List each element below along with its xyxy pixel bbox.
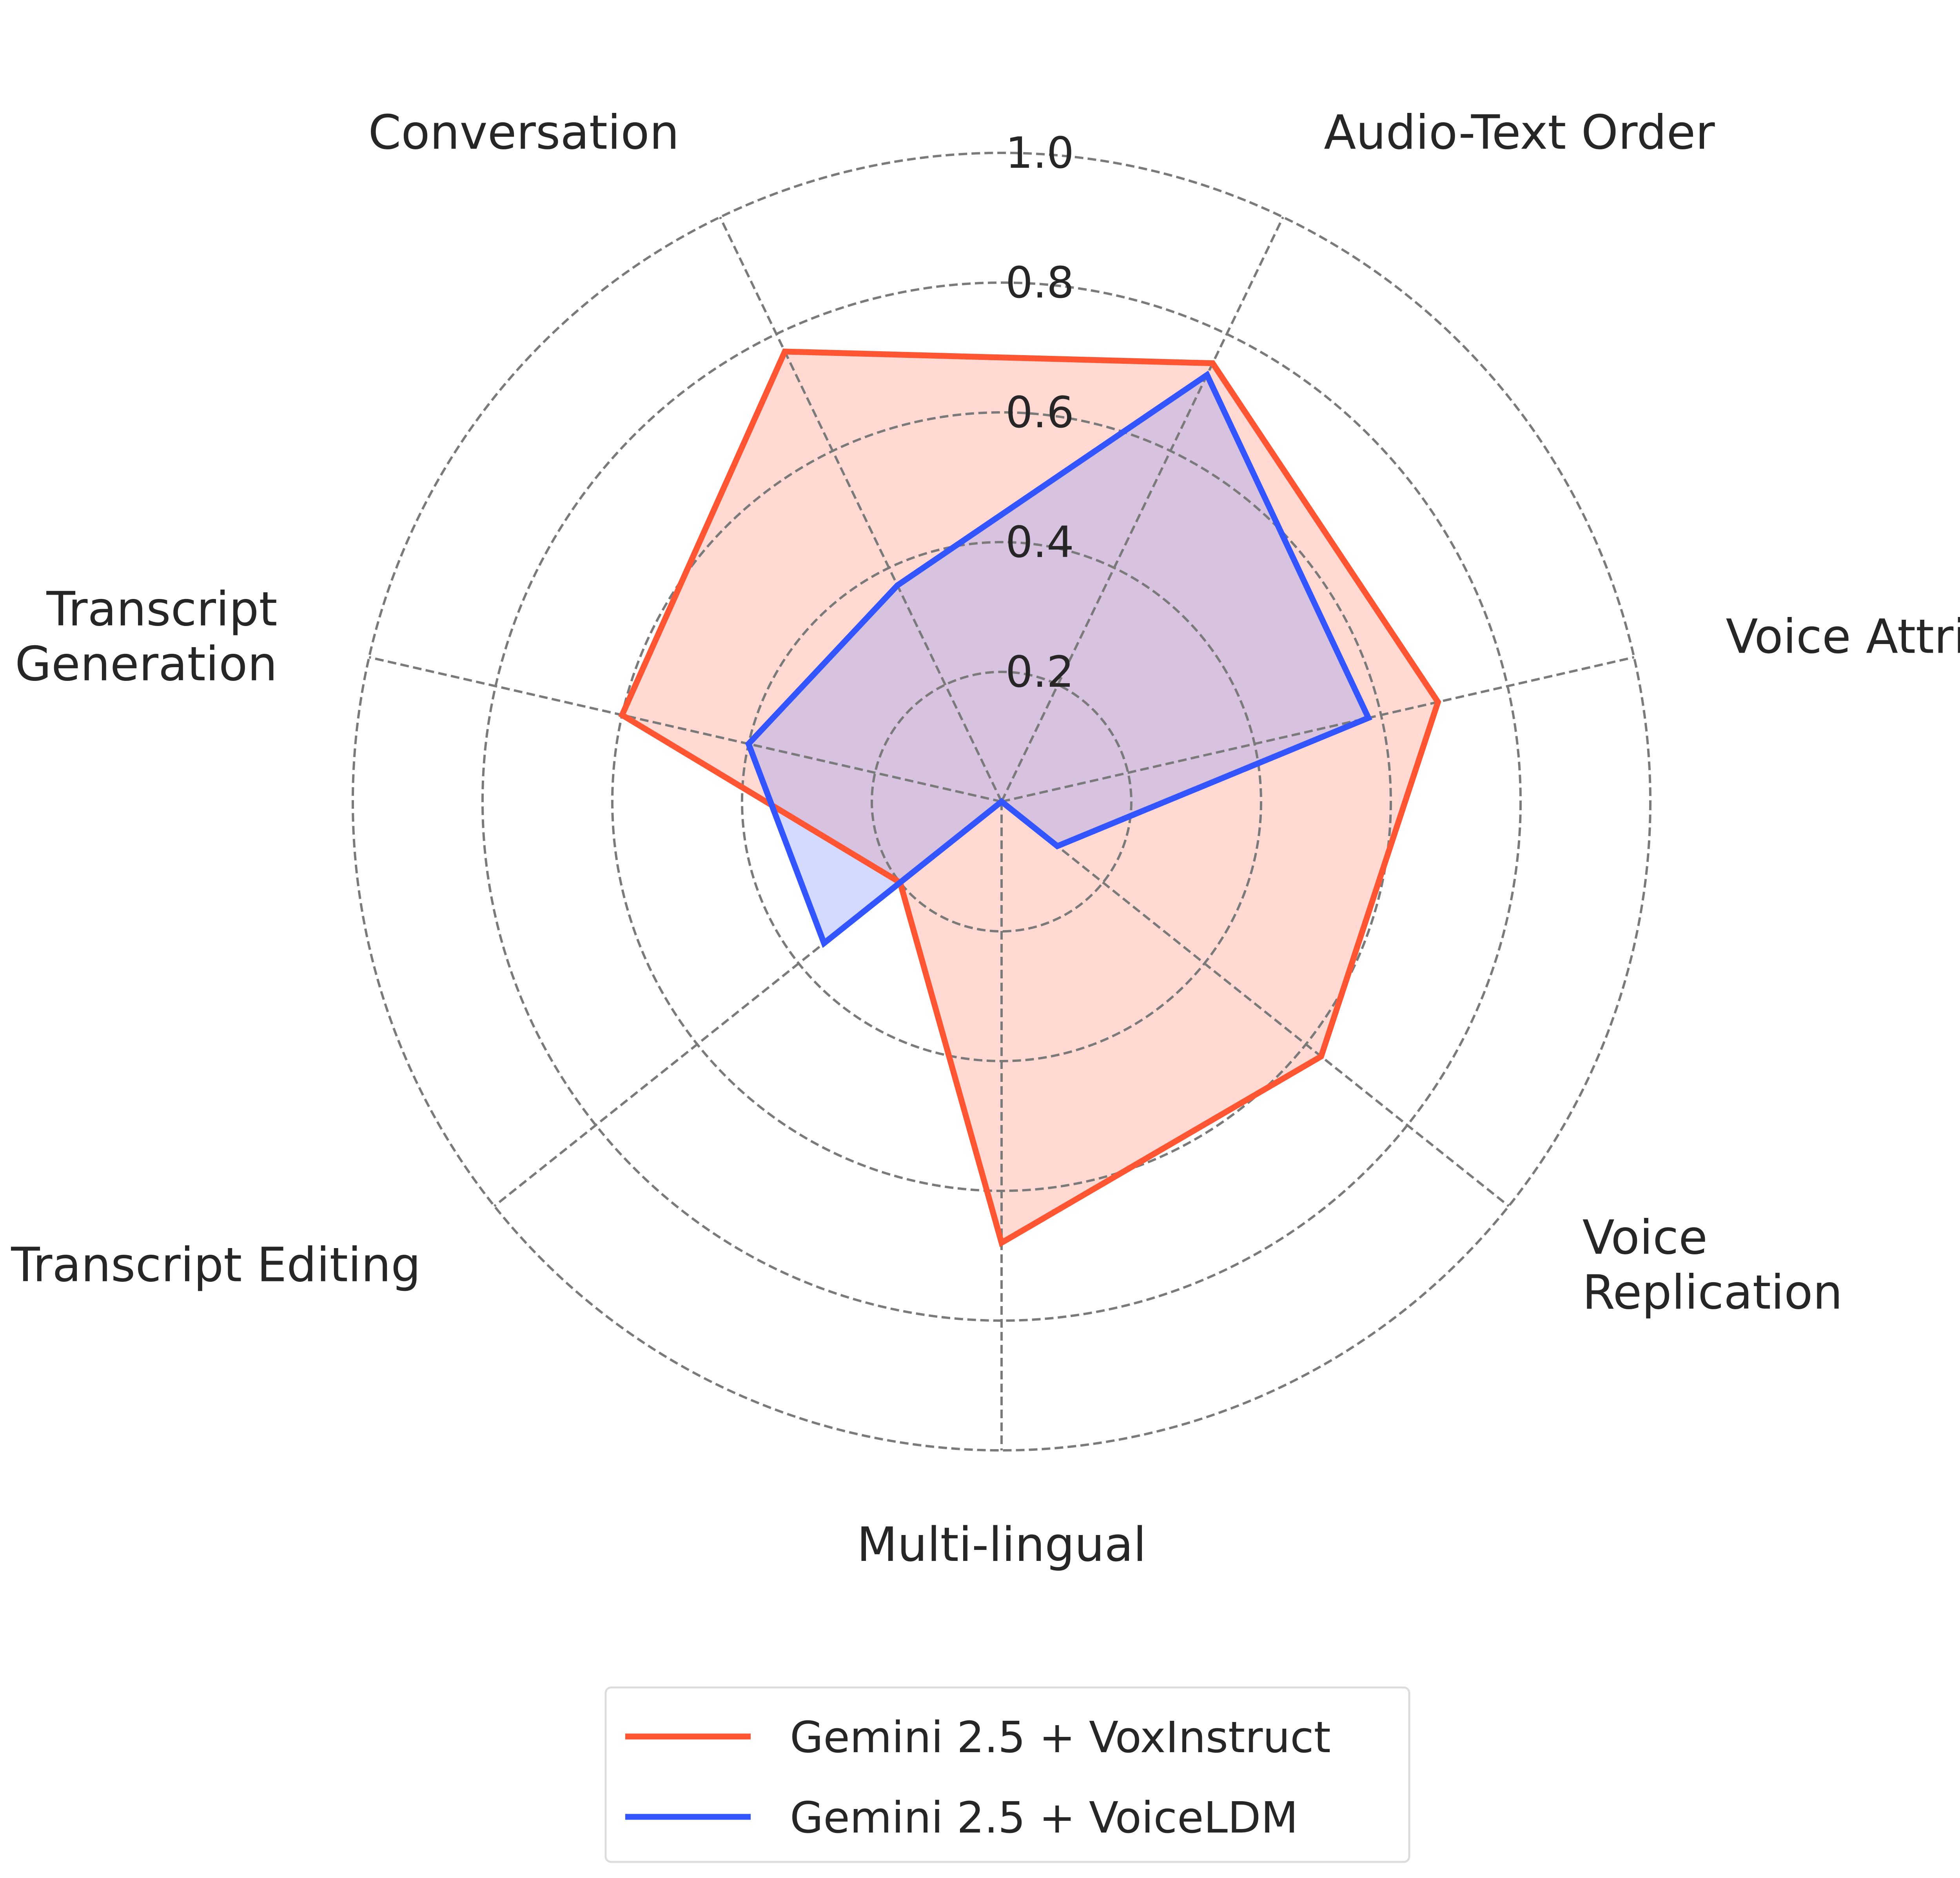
series-line-1 — [745, 370, 1372, 948]
legend-frame — [604, 1686, 1410, 1863]
legend-label-1: Gemini 2.5 + VoiceLDM — [790, 1793, 1298, 1843]
polar-grid — [352, 152, 1651, 1452]
spoke-5 — [368, 656, 1002, 803]
spoke-6 — [719, 216, 1003, 802]
series-line-0 — [618, 348, 1441, 1247]
rtick-label-2: 0.6 — [1005, 387, 1074, 437]
series-lines — [618, 348, 1441, 1247]
axis-label-6: Conversation — [368, 106, 679, 160]
axis-label-0: Audio-Text Order — [1324, 106, 1715, 160]
legend: Gemini 2.5 + VoxInstruct Gemini 2.5 + Voi… — [604, 1686, 1410, 1863]
axis-label-5: Transcript Generation — [15, 582, 277, 691]
radial-tick-labels: 0.2 0.4 0.6 0.8 1.0 — [1005, 128, 1074, 697]
rtick-label-4: 1.0 — [1005, 128, 1074, 178]
series-overlap — [748, 375, 1368, 944]
grid-ring-4 — [352, 152, 1651, 1452]
spoke-0 — [1000, 216, 1284, 802]
rtick-label-3: 0.8 — [1005, 258, 1074, 308]
legend-label-0: Gemini 2.5 + VoxInstruct — [790, 1712, 1331, 1762]
grid-ring-0 — [871, 671, 1132, 933]
spoke-1 — [1001, 656, 1635, 803]
rtick-label-0: 0.2 — [1005, 647, 1074, 697]
axis-label-4: Transcript Editing — [11, 1238, 421, 1293]
series-overlap-area — [748, 375, 1368, 944]
axis-label-3: Multi-lingual — [857, 1518, 1146, 1572]
spoke-2 — [1001, 800, 1510, 1207]
axis-label-1: Voice Attribution — [1726, 610, 1960, 664]
axis-labels: Audio-Text Order Voice Attribution VoiceRe… — [11, 106, 1960, 1572]
rtick-label-1: 0.4 — [1005, 517, 1074, 567]
axis-label-2: Voice Replication — [1583, 1211, 1843, 1320]
